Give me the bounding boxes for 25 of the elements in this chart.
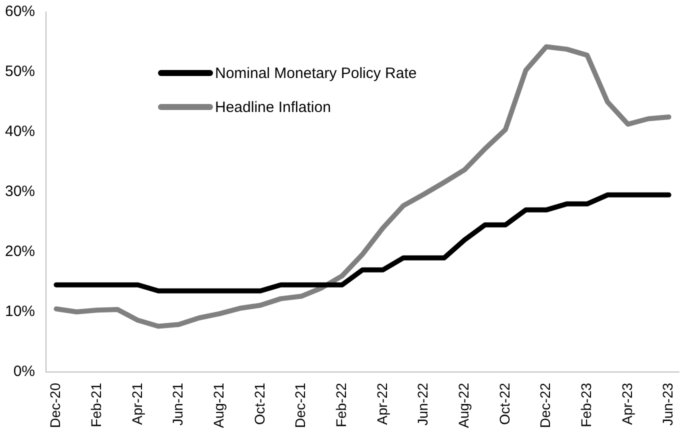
x-tick-label: Dec-22: [537, 382, 554, 428]
x-tick-label: Apr-22: [374, 382, 390, 425]
x-tick-label: Jun-21: [170, 382, 186, 426]
y-tick-label: 10%: [4, 303, 36, 320]
x-tick-label: Aug-22: [455, 382, 472, 428]
x-tick-label: Jun-22: [414, 382, 431, 426]
x-tick-label: Apr-23: [618, 382, 635, 425]
x-tick-label: Oct-21: [251, 382, 268, 425]
y-tick-label: 60%: [4, 3, 36, 20]
y-tick-label: 0%: [13, 362, 36, 380]
x-tick-label: Oct-22: [496, 382, 512, 425]
y-tick-label: 50%: [4, 63, 36, 80]
y-tick-label: 20%: [4, 243, 36, 260]
x-tick-label: Jun-23: [660, 382, 676, 426]
x-tick-label: Dec-20: [47, 382, 64, 428]
y-tick-label: 40%: [4, 123, 36, 140]
x-tick-label: Feb-21: [88, 382, 104, 428]
legend-label: Nominal Monetary Policy Rate: [215, 64, 417, 82]
x-tick-label: Aug-21: [210, 382, 226, 428]
y-tick-label: 30%: [4, 183, 36, 200]
x-tick-label: Dec-21: [292, 382, 308, 428]
legend-label: Headline Inflation: [215, 98, 331, 116]
x-tick-label: Feb-23: [578, 382, 594, 428]
x-tick-label: Apr-21: [128, 382, 145, 425]
x-tick-label: Feb-22: [332, 382, 349, 428]
